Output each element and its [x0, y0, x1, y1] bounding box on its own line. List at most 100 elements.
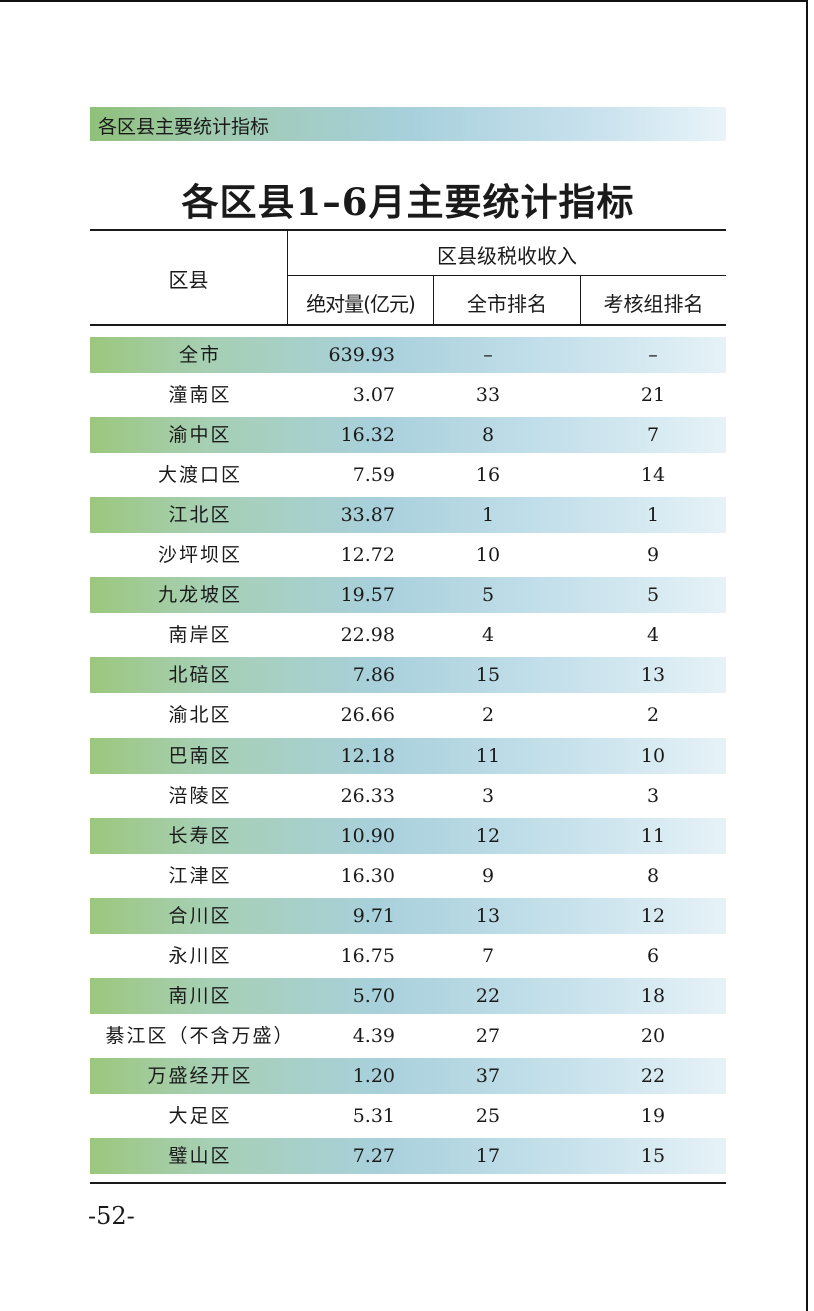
page-number: -52- — [88, 1202, 135, 1230]
city-rank: 11 — [475, 745, 501, 767]
group-rank: 21 — [640, 384, 666, 406]
group-rank: 6 — [646, 945, 660, 967]
group-rank: 4 — [646, 624, 660, 646]
tax-value: 16.32 — [340, 424, 395, 446]
district-name: 大渡口区 — [157, 464, 242, 486]
district-name: 潼南区 — [168, 384, 232, 406]
city-rank: 33 — [475, 384, 501, 406]
city-rank: 15 — [475, 664, 501, 686]
group-rank: 5 — [646, 584, 660, 606]
table-row: 渝北区 26.66 2 2 — [90, 697, 726, 733]
district-name: 涪陵区 — [168, 785, 232, 807]
table-row: 万盛经开区 1.20 37 22 — [90, 1058, 726, 1094]
tax-value: 33.87 — [340, 504, 395, 526]
group-rank: 10 — [640, 745, 666, 767]
tax-value: 22.98 — [340, 624, 395, 646]
table-row: 九龙坡区 19.57 5 5 — [90, 577, 726, 613]
tax-value: 5.70 — [352, 985, 395, 1007]
district-name: 合川区 — [168, 905, 232, 927]
group-rank: – — [648, 344, 658, 366]
district-name: 北碚区 — [168, 664, 232, 686]
city-rank: 1 — [481, 504, 495, 526]
table-row: 永川区 16.75 7 6 — [90, 938, 726, 974]
city-rank: 16 — [475, 464, 501, 486]
group-rank: 14 — [640, 464, 666, 486]
district-name: 江北区 — [168, 504, 232, 526]
group-rank: 11 — [640, 825, 666, 847]
tax-value: 16.30 — [340, 865, 395, 887]
group-rank: 8 — [646, 865, 660, 887]
tax-value: 3.07 — [352, 384, 395, 406]
district-name: 九龙坡区 — [157, 584, 242, 606]
city-rank: 12 — [475, 825, 501, 847]
city-rank: 13 — [475, 905, 501, 927]
district-name: 璧山区 — [168, 1145, 232, 1167]
district-name: 巴南区 — [168, 745, 232, 767]
table-row: 全市 639.93 – – — [90, 337, 726, 373]
tax-value: 9.71 — [352, 905, 395, 927]
header-divider-1 — [287, 230, 288, 325]
district-name: 大足区 — [168, 1105, 232, 1127]
group-rank: 20 — [640, 1025, 666, 1047]
tax-value: 12.72 — [340, 544, 395, 566]
table-row: 合川区 9.71 13 12 — [90, 898, 726, 934]
group-rank: 12 — [640, 905, 666, 927]
group-rank: 15 — [640, 1145, 666, 1167]
tax-value: 639.93 — [328, 344, 395, 366]
city-rank: 2 — [481, 704, 495, 726]
table-row: 璧山区 7.27 17 15 — [90, 1138, 726, 1174]
city-rank: 17 — [475, 1145, 501, 1167]
table-row: 渝中区 16.32 8 7 — [90, 417, 726, 453]
header-divider-3 — [580, 276, 581, 325]
group-rank: 7 — [646, 424, 660, 446]
tax-value: 12.18 — [340, 745, 395, 767]
district-name: 渝中区 — [168, 424, 232, 446]
city-rank: 37 — [475, 1065, 501, 1087]
tax-value: 7.59 — [352, 464, 395, 486]
group-rank: 19 — [640, 1105, 666, 1127]
group-rank: 13 — [640, 664, 666, 686]
section-label: 各区县主要统计指标 — [98, 116, 270, 138]
table-row: 涪陵区 26.33 3 3 — [90, 778, 726, 814]
district-name: 渝北区 — [168, 704, 232, 726]
district-name: 南川区 — [168, 985, 232, 1007]
table-top-rule — [90, 229, 726, 231]
table-row: 大渡口区 7.59 16 14 — [90, 457, 726, 493]
group-rank: 9 — [646, 544, 660, 566]
district-name: 全市 — [178, 344, 221, 366]
city-rank: 5 — [481, 584, 495, 606]
district-name: 江津区 — [168, 865, 232, 887]
district-name: 沙坪坝区 — [157, 544, 242, 566]
district-name: 万盛经开区 — [147, 1065, 253, 1087]
table-row: 潼南区 3.07 33 21 — [90, 377, 726, 413]
tax-value: 7.86 — [352, 664, 395, 686]
header-divider-2 — [433, 276, 434, 325]
section-header-band: 各区县主要统计指标 — [90, 107, 726, 141]
table-row: 长寿区 10.90 12 11 — [90, 818, 726, 854]
page-top-border — [0, 0, 808, 2]
table-row: 南岸区 22.98 4 4 — [90, 617, 726, 653]
column-group-header-tax: 区县级税收收入 — [437, 244, 577, 268]
column-header-value: 绝对量(亿元) — [306, 292, 416, 316]
table-bottom-rule — [90, 1182, 726, 1184]
city-rank: 8 — [481, 424, 495, 446]
table-row: 大足区 5.31 25 19 — [90, 1098, 726, 1134]
tax-value: 5.31 — [352, 1105, 395, 1127]
table-row: 北碚区 7.86 15 13 — [90, 657, 726, 693]
city-rank: 22 — [475, 985, 501, 1007]
header-bottom-rule — [90, 324, 726, 326]
page-right-border — [806, 0, 808, 1311]
tax-value: 26.66 — [340, 704, 395, 726]
tax-value: 7.27 — [352, 1145, 395, 1167]
group-header-rule — [287, 275, 726, 276]
tax-value: 19.57 — [340, 584, 395, 606]
column-header-city-rank: 全市排名 — [467, 292, 547, 316]
table-row: 南川区 5.70 22 18 — [90, 978, 726, 1014]
district-name: 永川区 — [168, 945, 232, 967]
tax-value: 4.39 — [352, 1025, 395, 1047]
column-header-district: 区县 — [168, 268, 209, 292]
city-rank: 4 — [481, 624, 495, 646]
city-rank: 9 — [481, 865, 495, 887]
table-row: 沙坪坝区 12.72 10 9 — [90, 537, 726, 573]
district-name: 綦江区（不含万盛） — [105, 1025, 295, 1047]
